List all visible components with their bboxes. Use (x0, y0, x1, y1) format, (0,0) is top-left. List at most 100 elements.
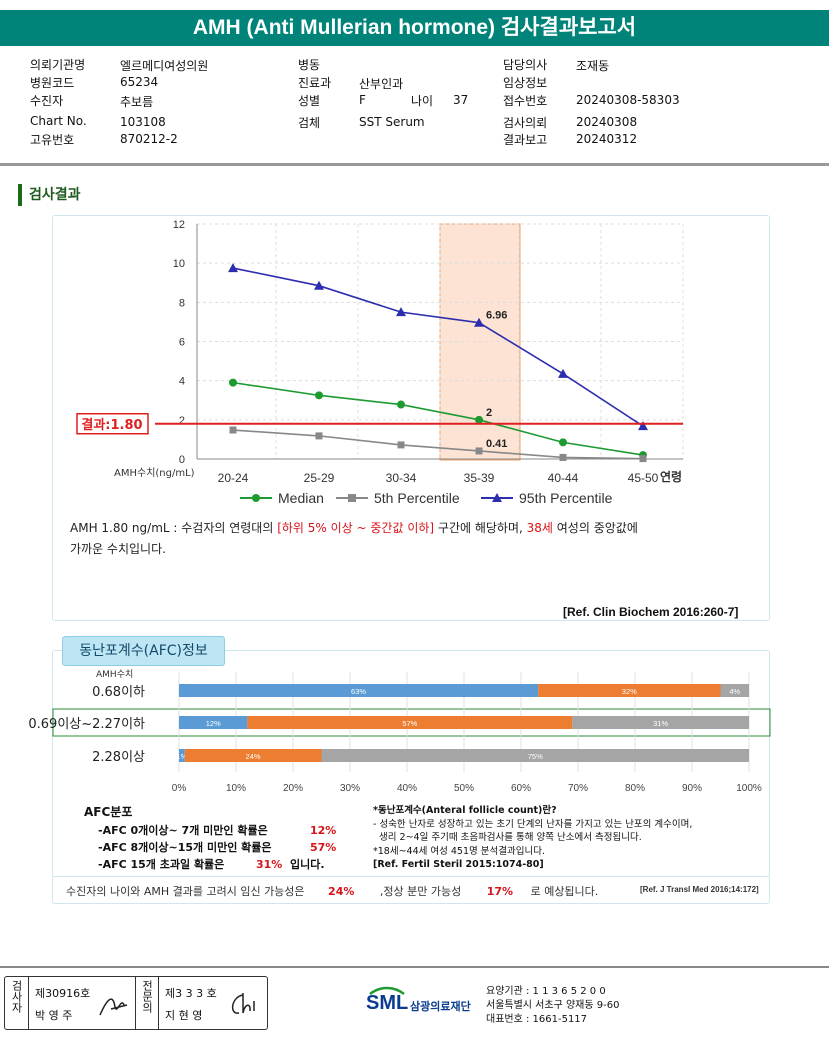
legend-label: 5th Percentile (374, 490, 460, 506)
info-c3-1-label: 임상정보 (503, 76, 548, 90)
afc-dist-title: AFC분포 (84, 805, 133, 819)
examiner-license: 제30916호 (35, 987, 91, 1000)
afc-dist-text: -AFC 0개이상~ 7개 미만인 확률은 (98, 824, 268, 837)
series-line-2 (232, 267, 644, 427)
result-badge (76, 413, 149, 435)
info-c2-2-value: F (359, 93, 366, 107)
contact-line: 요양기관 : 1 1 3 6 5 2 0 0 (486, 986, 606, 997)
age-label: 나이 (411, 94, 434, 108)
info-c3-0-value: 조재동 (576, 59, 610, 73)
interpretation-part3: 구간에 해당하며, (434, 521, 527, 535)
info-c2-1-value: 산부인과 (359, 77, 404, 91)
pregnancy-panel (52, 876, 770, 904)
series-point (397, 400, 405, 409)
y-tick-label: 8 (179, 297, 185, 309)
x-tick-label: 25-29 (304, 471, 335, 485)
x-tick-label: 20-24 (218, 471, 249, 485)
delivery-label: ,정상 분만 가능성 (379, 885, 462, 898)
org-logo: SML 삼광의료재단 (366, 986, 482, 1020)
info-c3-2-label: 접수번호 (503, 94, 548, 108)
series-point (314, 280, 324, 290)
logo-text: SML (366, 992, 409, 1014)
specialist-signature (231, 993, 255, 1014)
afc-notes: *동난포계수(Anteral follicle count)란? - 성숙한 난자… (373, 804, 692, 872)
pregnancy-label: 수진자의 나이와 AMH 결과를 고려시 임신 가능성은 (66, 885, 305, 898)
specialist-label: 전문의 (135, 977, 159, 1029)
info-c3-4-value: 20240312 (576, 132, 638, 146)
y-tick-label: 10 (173, 258, 185, 270)
afc-note-line: *동난포계수(Anteral follicle count)란? (373, 805, 557, 816)
series-point (396, 307, 406, 317)
series-point (639, 455, 647, 463)
y-tick-label: 6 (179, 337, 185, 349)
info-c2-3-label: 검체 (298, 116, 321, 130)
series-point (475, 447, 483, 455)
interpretation-part1: AMH 1.80 ng/mL : 수검자의 연령대의 (70, 521, 278, 535)
afc-dist-row: -AFC 15개 초과일 확률은 31% 입니다. (98, 856, 368, 873)
info-c2-3-value: SST Serum (359, 115, 425, 129)
series-point (559, 438, 567, 447)
contact-line: 대표번호 : 1661-5117 (486, 1014, 588, 1025)
info-c1-3-value: 103108 (120, 115, 166, 129)
examiner-label: 검사자 (5, 977, 29, 1029)
org-contact: 요양기관 : 1 1 3 6 5 2 0 0 서울특별시 서초구 양재동 9-60… (486, 985, 619, 1027)
delivery-rate: 17% (486, 885, 514, 898)
info-c3-3-label: 검사의뢰 (503, 116, 548, 130)
afc-note-line: *18세~44세 여성 451명 분석결과입니다. (373, 845, 545, 857)
info-c1-4-value: 870212-2 (120, 132, 178, 146)
afc-dist-text: -AFC 8개이상~15개 미만인 확률은 (98, 841, 272, 854)
interpretation-text: AMH 1.80 ng/mL : 수검자의 연령대의 [하위 5% 이상 ~ 중… (70, 518, 760, 560)
legend-marker (252, 494, 260, 502)
examiner-signature (99, 998, 128, 1016)
pregnancy-rate: 24% (328, 885, 355, 898)
series-point (229, 378, 237, 387)
y-axis-caption: AMH수치(ng/mL) (114, 467, 195, 479)
series-point (559, 453, 567, 461)
y-tick-label: 4 (179, 376, 185, 388)
series-point (228, 263, 238, 273)
afc-dist-value: 31% (256, 858, 283, 871)
info-c1-4-label: 고유번호 (30, 133, 75, 147)
result-label: 결과:1.80 (81, 417, 142, 433)
data-label: 0.41 (486, 438, 507, 450)
afc-note-line: 생리 2~4일 주기때 초음파검사를 통해 양쪽 난소에서 측정됩니다. (373, 832, 642, 843)
afc-dist-suffix: 입니다. (290, 858, 325, 871)
amh-chart: 0 2 4 6 8 10 12 20-24 25-29 30-34 35-39 40-44 45-50 연… (76, 219, 684, 506)
info-c1-1-label: 병원코드 (30, 76, 75, 90)
chart-reference: [Ref. Clin Biochem 2016:260-7] (563, 605, 739, 619)
interpretation-age: 38세 (526, 521, 553, 535)
afc-title: 동난포계수(AFC)정보 (62, 636, 225, 666)
signature-box: 검사자 제30916호 박 영 주 전문의 제3 3 3 호 지 현 영 (4, 976, 268, 1030)
specialist-license: 제3 3 3 호 (165, 987, 217, 1000)
data-label: 6.96 (486, 310, 507, 322)
interpretation-line2: 가까운 수치입니다. (70, 542, 166, 556)
info-c3-0-label: 담당의사 (503, 58, 548, 72)
info-c1-2-value: 추보름 (120, 95, 154, 109)
series-point (229, 426, 237, 434)
series-point (315, 432, 323, 440)
header-divider (0, 163, 829, 166)
x-axis-suffix: 연령 (660, 469, 682, 484)
x-tick-label: 35-39 (464, 471, 495, 485)
afc-dist-value: 12% (310, 824, 337, 837)
info-c3-2-value: 20240308-58303 (576, 93, 680, 107)
report-title: AMH (Anti Mullerian hormone) 검사결과보고서 (0, 10, 829, 46)
x-tick-label: 45-50 (628, 471, 659, 485)
legend-label: 95th Percentile (519, 490, 613, 506)
y-tick-label: 12 (173, 219, 185, 231)
org-name: 삼광의료재단 (410, 1000, 471, 1013)
series-point (397, 441, 405, 449)
y-tick-label: 0 (179, 454, 185, 466)
series-point (475, 415, 483, 424)
afc-dist-row: -AFC 8개이상~15개 미만인 확률은 57% (98, 839, 368, 856)
series-point (558, 368, 568, 378)
interpretation-range: [하위 5% 이상 ~ 중간값 이하] (277, 521, 435, 535)
info-c1-0-label: 의뢰기관명 (30, 58, 86, 72)
pregnancy-text: 수진자의 나이와 AMH 결과를 고려시 임신 가능성은 24% ,정상 분만 … (66, 883, 766, 899)
afc-note-line: - 성숙한 난자로 성장하고 있는 초기 단계의 난자를 가지고 있는 난포의 … (373, 818, 693, 830)
y-tick-label: 2 (179, 415, 185, 427)
series-point (315, 391, 323, 400)
pregnancy-suffix: 로 예상됩니다. (530, 885, 599, 898)
legend-marker (348, 494, 356, 502)
afc-distribution: AFC분포 -AFC 0개이상~ 7개 미만인 확률은 12% -AFC 8개이상~… (84, 803, 368, 873)
